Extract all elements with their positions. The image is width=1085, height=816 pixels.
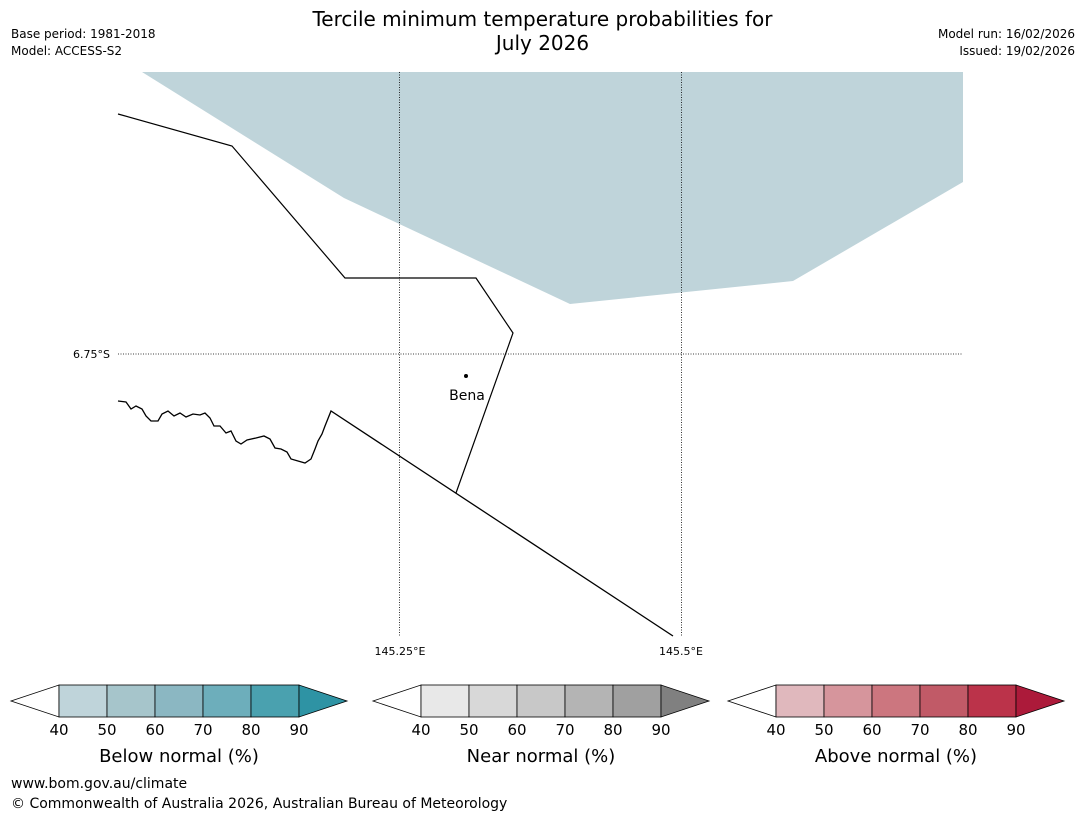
- legend-over-triangle: [660, 684, 711, 718]
- legend-swatch: [775, 684, 825, 718]
- legend-swatch: [420, 684, 470, 718]
- legend-swatch: [58, 684, 108, 718]
- tick-label: 60: [862, 721, 881, 739]
- legend-under-triangle: [726, 684, 777, 718]
- title-line-1: Tercile minimum temperature probabilitie…: [312, 7, 773, 31]
- legend-near-normal: [371, 684, 711, 718]
- tick-label: 90: [651, 721, 670, 739]
- footer-url[interactable]: www.bom.gov.au/climate: [11, 776, 188, 792]
- legend-swatch: [154, 684, 204, 718]
- legend-swatch: [967, 684, 1017, 718]
- tick-label: 70: [193, 721, 212, 739]
- legend-swatch: [871, 684, 921, 718]
- legend-over-triangle: [1015, 684, 1066, 718]
- legend-swatch: [823, 684, 873, 718]
- legend-title-near: Near normal (%): [467, 746, 616, 767]
- tick-label: 90: [289, 721, 308, 739]
- footer-copyright: © Commonwealth of Australia 2026, Austra…: [11, 796, 508, 812]
- legend-swatch: [612, 684, 662, 718]
- model-name: Model: ACCESS-S2: [11, 44, 123, 58]
- legend-swatch: [516, 684, 566, 718]
- legend-below-ticks: 40 50 60 70 80 90: [49, 721, 308, 739]
- legend-swatch: [468, 684, 518, 718]
- coastline: [117, 400, 674, 637]
- legend-swatch: [564, 684, 614, 718]
- bena-label: Bena: [449, 388, 485, 404]
- legend-swatch: [919, 684, 969, 718]
- tick-label: 70: [910, 721, 929, 739]
- legend-above-normal: [726, 684, 1066, 718]
- footer: www.bom.gov.au/climate © Commonwealth of…: [11, 774, 507, 814]
- tick-label: 50: [814, 721, 833, 739]
- lon-label-2: 145.5°E: [659, 645, 703, 658]
- tick-label: 60: [145, 721, 164, 739]
- model-run: Model run: 16/02/2026: [937, 27, 1075, 41]
- legend-below-normal: [9, 684, 349, 718]
- base-period: Base period: 1981-2018: [11, 27, 156, 41]
- page-title: Tercile minimum temperature probabilitie…: [0, 7, 1085, 55]
- below-normal-shading: [142, 72, 963, 304]
- lon-label-1: 145.25°E: [375, 645, 426, 658]
- district-boundary: [117, 113, 514, 494]
- tick-label: 80: [958, 721, 977, 739]
- legend-swatch: [250, 684, 300, 718]
- tick-label: 80: [241, 721, 260, 739]
- tick-label: 50: [97, 721, 116, 739]
- meta-right: Model run: 16/02/2026 Issued: 19/02/2026: [938, 26, 1075, 60]
- legend-above-ticks: 40 50 60 70 80 90: [766, 721, 1025, 739]
- tick-label: 40: [766, 721, 785, 739]
- legend-swatch: [202, 684, 252, 718]
- title-line-2: July 2026: [495, 31, 590, 55]
- tick-label: 40: [49, 721, 68, 739]
- legend-near-ticks: 40 50 60 70 80 90: [411, 721, 670, 739]
- legend-title-below: Below normal (%): [99, 746, 259, 767]
- legend-under-triangle: [371, 684, 422, 718]
- legend-under-triangle: [9, 684, 60, 718]
- legend-title-above: Above normal (%): [815, 746, 977, 767]
- tick-label: 70: [555, 721, 574, 739]
- legend-over-triangle: [298, 684, 349, 718]
- lat-label: 6.75°S: [73, 348, 110, 361]
- meta-left: Base period: 1981-2018 Model: ACCESS-S2: [11, 26, 156, 60]
- tick-label: 80: [603, 721, 622, 739]
- issued-date: Issued: 19/02/2026: [959, 44, 1075, 58]
- tick-label: 60: [507, 721, 526, 739]
- tick-label: 90: [1006, 721, 1025, 739]
- tick-label: 40: [411, 721, 430, 739]
- tick-label: 50: [459, 721, 478, 739]
- legend-swatch: [106, 684, 156, 718]
- bena-marker: [464, 374, 468, 378]
